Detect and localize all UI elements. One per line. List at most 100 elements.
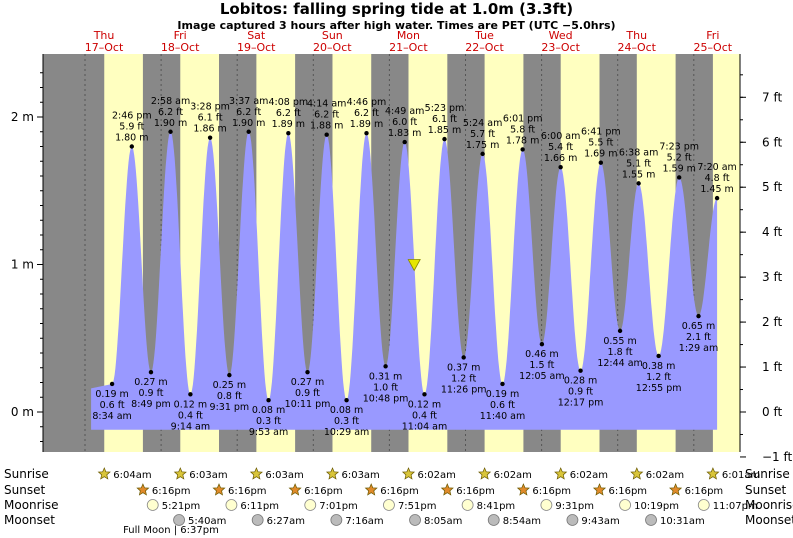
high-tide-label: 4:49 am (385, 106, 424, 117)
moonrise-icon (146, 499, 159, 511)
sunrise-time-label: 6:02am (494, 470, 532, 481)
low-tide-label: 12:44 am (597, 358, 642, 369)
low-tide-label: 0.08 m (252, 405, 285, 416)
low-tide-label: 0.19 m (486, 389, 519, 400)
moonrise-icon (304, 499, 317, 511)
high-tide-point (714, 195, 720, 201)
y-right-tick-label: 5 ft (762, 180, 782, 194)
low-tide-point (227, 372, 232, 378)
low-tide-label: 0.6 ft (100, 400, 125, 411)
low-tide-label: 8:49 pm (131, 399, 171, 410)
high-tide-label: 6.1 ft (432, 114, 457, 125)
low-tide-label: 0.19 m (95, 389, 128, 400)
day-labels-layer: Thu17–OctFri18–OctSat19–OctSun20–OctMon2… (85, 29, 733, 54)
y-right-tick-label: 1 ft (762, 360, 782, 374)
low-tide-label: 0.12 m (408, 399, 441, 410)
moonset-icon (330, 514, 343, 526)
low-tide-label: 12:55 pm (636, 383, 682, 394)
y-right-tick-label: 4 ft (762, 225, 782, 239)
moonset-time-label: 8:54am (503, 516, 541, 527)
moonset-time-label: 5:40am (188, 516, 226, 527)
low-tide-label: 9:31 pm (210, 402, 250, 413)
day-name-label: Thu (93, 29, 115, 42)
high-tide-label: 1.83 m (388, 128, 421, 139)
high-tide-label: 6.1 ft (198, 113, 223, 124)
high-tide-label: 6:01 pm (503, 113, 543, 124)
tide-area (91, 131, 718, 430)
y-right-tick-label: 3 ft (762, 270, 782, 284)
sunrise-icon (554, 467, 568, 480)
high-tide-point (480, 151, 485, 157)
sunset-icon (136, 483, 150, 496)
low-tide-label: 9:14 am (171, 421, 210, 432)
sunrise-time-label: 6:03am (189, 470, 227, 481)
high-tide-label: 6.2 ft (354, 108, 379, 119)
moonrise-icon (697, 499, 710, 511)
high-tide-label: 1.86 m (193, 124, 226, 135)
day-date-label: 22–Oct (465, 41, 504, 54)
day-name-label: Sun (322, 29, 343, 42)
high-tide-label: 7:20 am (697, 162, 736, 173)
high-tide-label: 1.45 m (700, 184, 733, 195)
moonrise-icon (461, 499, 474, 511)
moonset-icon (487, 514, 500, 526)
moon-phase-label: Full Moon | 6:37pm (123, 525, 219, 536)
high-tide-label: 1.75 m (466, 140, 499, 151)
moonrise-row-label-left: Moonrise (4, 498, 59, 512)
moonset-time-label: 10:31am (660, 516, 705, 527)
high-tide-label: 6.2 ft (158, 107, 183, 118)
low-tide-point (109, 381, 115, 387)
sunrise-time-label: 6:03am (265, 470, 303, 481)
sunrise-icon (478, 467, 492, 480)
high-tide-point (324, 132, 329, 137)
high-tide-label: 4:08 pm (269, 97, 309, 108)
high-tide-label: 6:38 am (619, 147, 658, 158)
chart-title: Lobitos: falling spring tide at 1.0m (3.… (219, 0, 574, 18)
high-tide-label: 6.0 ft (392, 117, 417, 128)
high-tide-label: 5:23 pm (425, 103, 465, 114)
sunrise-icon (630, 467, 644, 480)
moonrise-time-label: 7:51pm (398, 501, 437, 512)
high-tide-label: 5.8 ft (510, 124, 535, 135)
high-tide-label: 6:00 am (541, 131, 580, 142)
high-tide-point (207, 135, 213, 140)
high-tide-point (402, 139, 407, 145)
sunset-time-label: 6:16pm (456, 486, 495, 497)
low-tide-label: 0.55 m (603, 336, 636, 347)
low-tide-label: 0.46 m (525, 349, 558, 360)
moonset-row-label-left: Moonset (4, 513, 55, 527)
low-tide-point (578, 368, 583, 373)
low-tide-label: 0.9 ft (295, 388, 320, 399)
moonset-time-label: 9:43am (581, 516, 619, 527)
low-tide-point (539, 341, 545, 347)
sunrise-icon (249, 467, 263, 480)
low-tide-label: 0.65 m (682, 321, 715, 332)
high-tide-label: 6:41 pm (581, 127, 621, 138)
moonrise-time-label: 11:07pm (713, 501, 758, 512)
high-tide-label: 1.80 m (115, 133, 148, 144)
high-tide-label: 1.69 m (584, 149, 617, 160)
low-tide-label: 0.37 m (447, 362, 480, 373)
high-tide-point (520, 147, 525, 152)
low-tide-point (696, 313, 701, 319)
low-tide-label: 10:48 pm (363, 393, 409, 404)
current-level-layer (407, 259, 421, 272)
high-tide-point (636, 181, 641, 186)
high-tide-label: 1.88 m (310, 121, 343, 132)
low-tide-label: 0.3 ft (256, 416, 281, 427)
sunrise-row-label-left: Sunrise (4, 467, 49, 481)
high-tide-label: 1.85 m (428, 125, 461, 136)
high-tide-point (364, 131, 369, 136)
day-date-label: 24–Oct (617, 41, 656, 54)
moonrise-time-label: 8:41pm (477, 501, 516, 512)
moonset-time-label: 8:05am (424, 516, 462, 527)
y-left-tick-label: 2 m (11, 110, 34, 124)
day-date-label: 17–Oct (85, 41, 124, 54)
sunset-time-label: 6:16pm (304, 486, 343, 497)
moonrise-icon (225, 499, 238, 511)
moonset-icon (645, 514, 657, 526)
y-right-tick-label: 0 ft (762, 405, 782, 419)
low-tide-label: 0.3 ft (334, 416, 359, 427)
day-date-label: 23–Oct (541, 41, 580, 54)
sunset-icon (516, 483, 530, 496)
